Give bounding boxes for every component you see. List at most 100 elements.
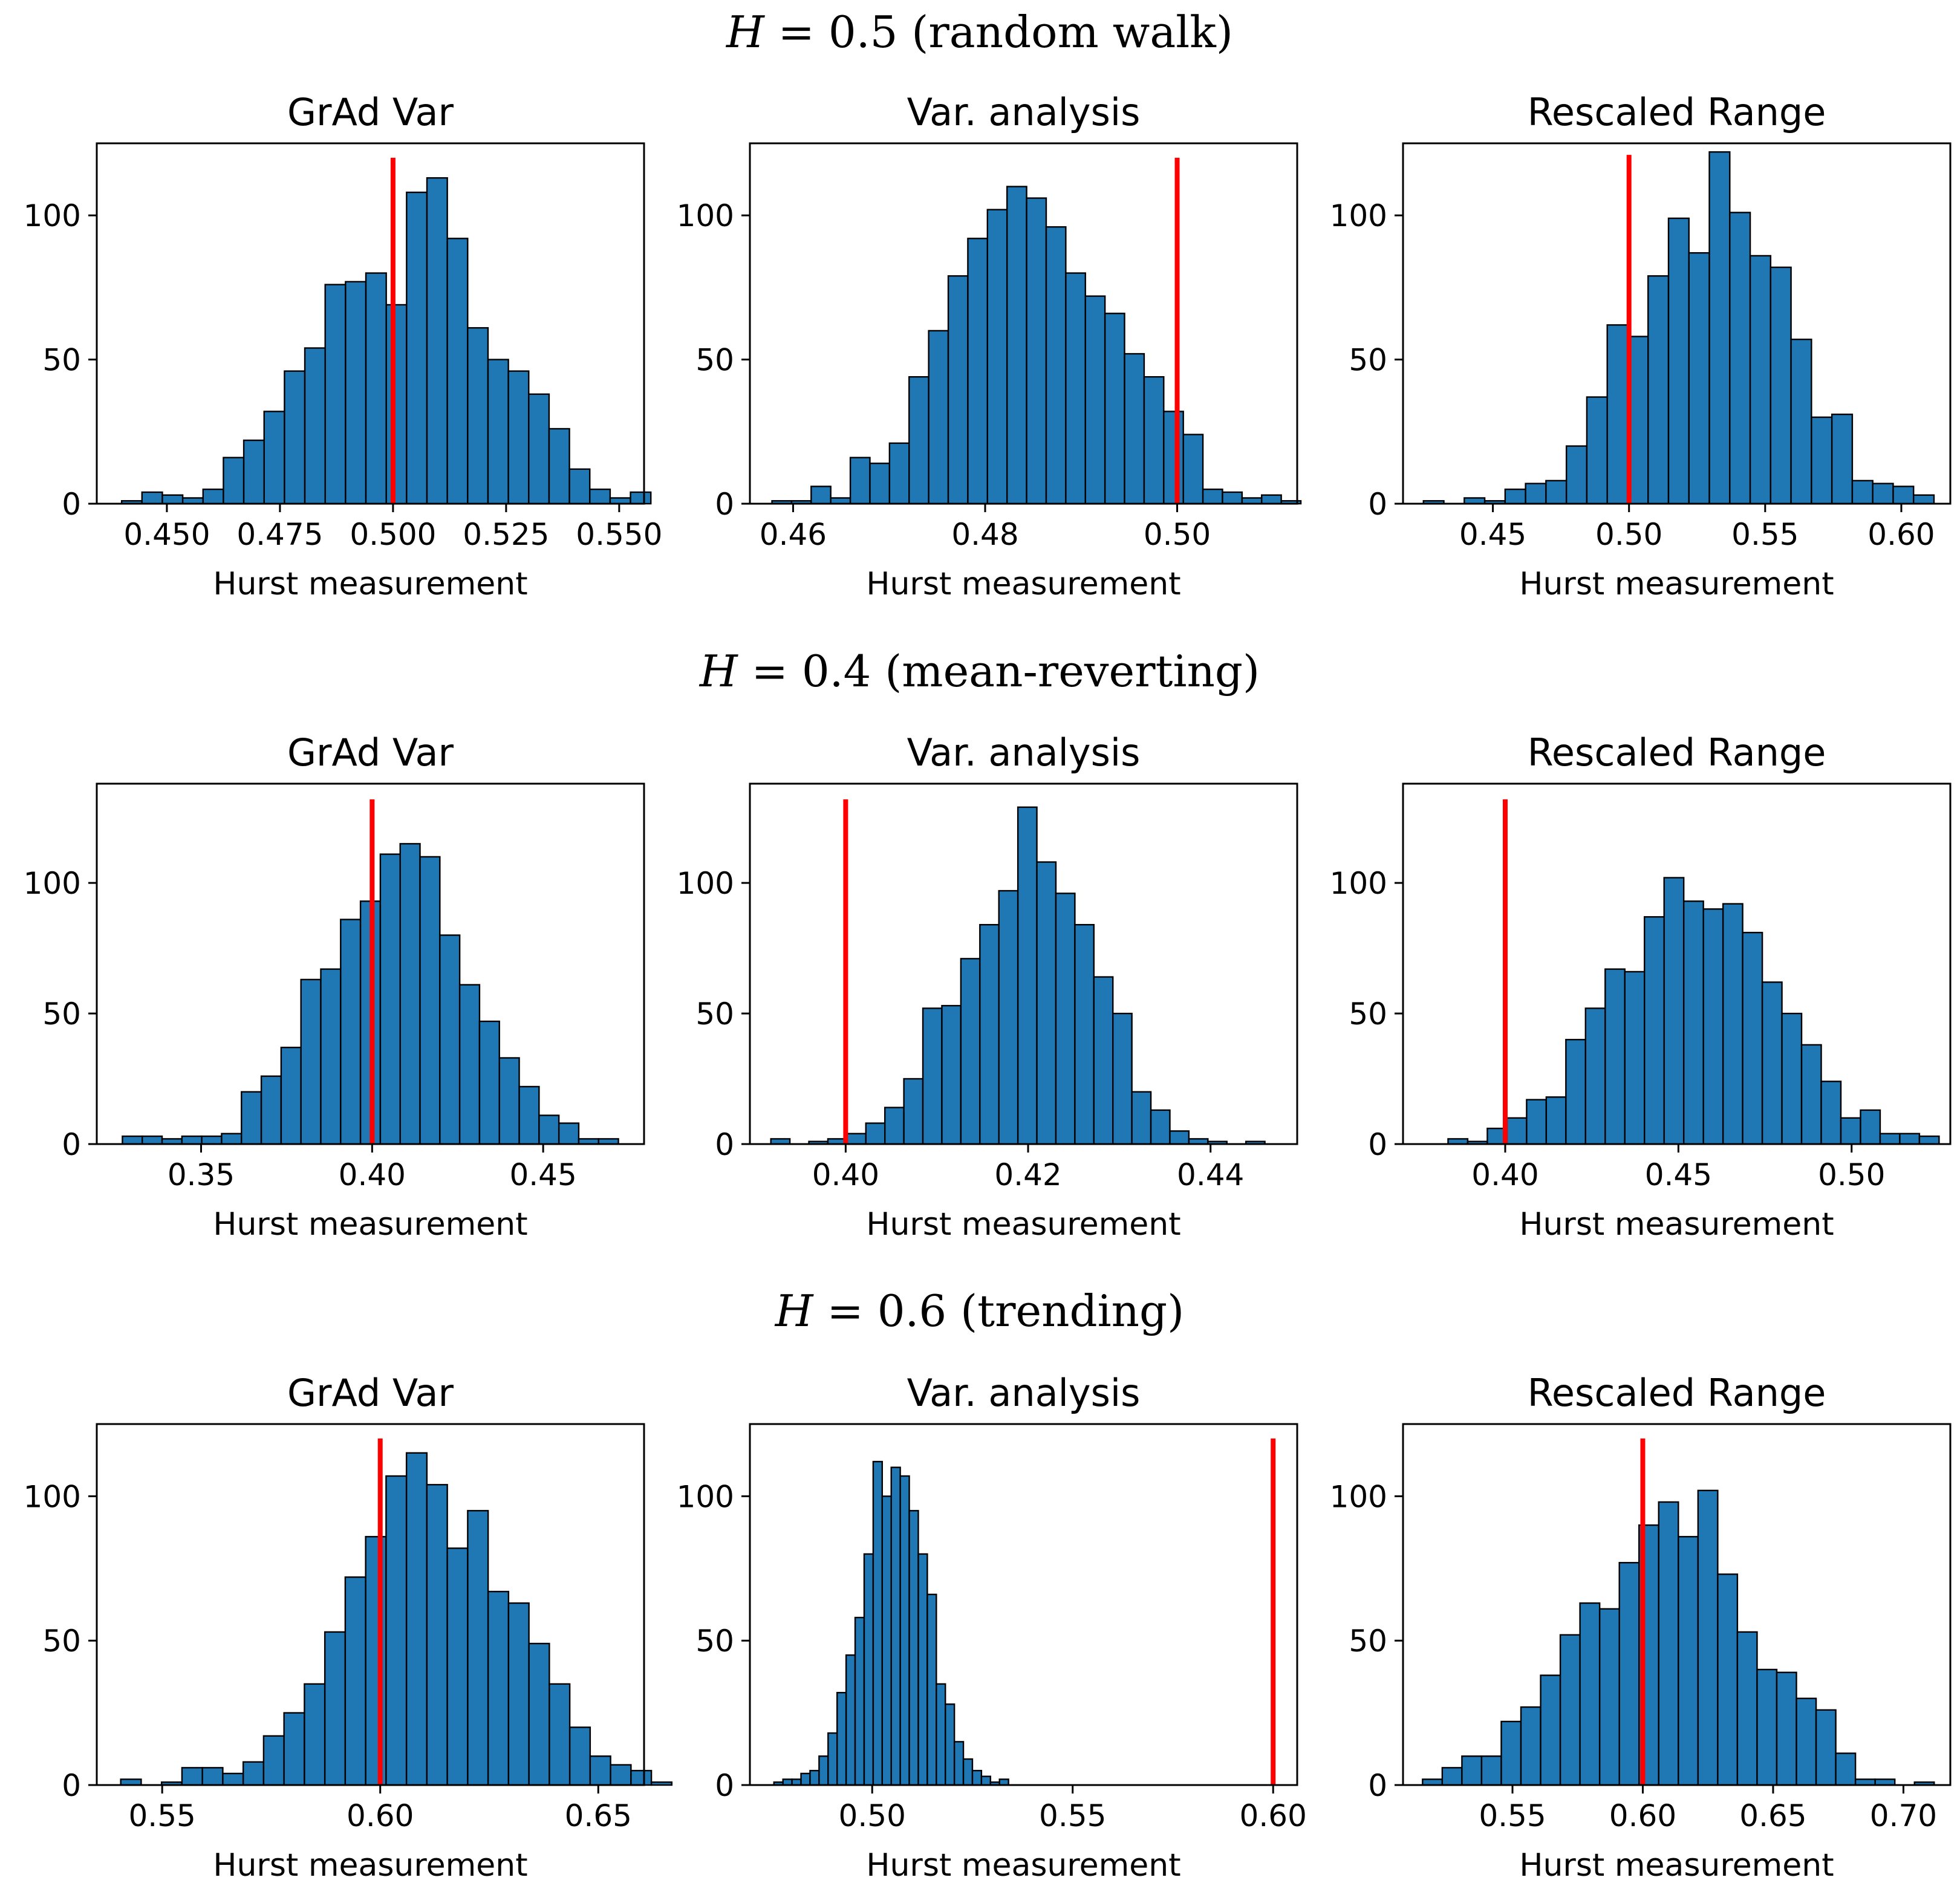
histogram-bar — [1835, 1752, 1857, 1786]
histogram-bar — [1604, 968, 1626, 1145]
histogram-bar — [458, 984, 481, 1145]
histogram-bar — [980, 1775, 992, 1786]
x-axis-label: Hurst measurement — [1519, 566, 1834, 602]
histogram-bar — [304, 347, 326, 505]
histogram-bar — [242, 1761, 265, 1786]
histogram-bar — [903, 1078, 924, 1145]
x-tick-label: 0.525 — [463, 517, 549, 552]
histogram-bar — [320, 968, 342, 1145]
histogram-bar — [854, 1616, 865, 1786]
histogram-bar — [241, 1091, 262, 1145]
axes-frame — [96, 142, 645, 505]
y-tick-label: 100 — [24, 866, 81, 901]
y-tick-label: 100 — [1330, 866, 1387, 901]
histogram-bar — [300, 978, 322, 1145]
axes-frame — [1402, 142, 1952, 505]
x-tick-label: 0.50 — [1818, 1157, 1885, 1192]
histogram-bar — [809, 1769, 820, 1786]
x-tick-label: 0.55 — [1731, 517, 1799, 552]
x-tick-label: 0.50 — [1595, 517, 1662, 552]
histogram-bar — [1540, 1674, 1561, 1786]
histogram-bar — [1026, 197, 1047, 505]
axes-frame — [1402, 1423, 1952, 1786]
x-tick-label: 0.65 — [1739, 1798, 1806, 1833]
histogram-bar — [827, 1732, 838, 1786]
histogram-bar — [1800, 1044, 1822, 1145]
histogram-bar — [818, 1755, 829, 1786]
y-tick-label: 50 — [42, 343, 81, 378]
histogram-bar — [1658, 1501, 1679, 1786]
histogram-bar — [1688, 252, 1710, 505]
histogram-bar — [1790, 339, 1812, 505]
histogram-bar — [528, 1642, 550, 1786]
histogram-bar — [1520, 1706, 1542, 1786]
histogram-bar — [1770, 266, 1792, 505]
histogram-bar — [221, 1133, 243, 1145]
histogram-bar — [487, 1590, 510, 1786]
y-tick-label: 50 — [695, 343, 734, 378]
histogram-panel-0: 0.450 0.475 0.500 0.525 0.550 0 50 100 GrAd Var H… — [24, 90, 663, 602]
row-title-0: H = 0.5 (random walk) — [725, 7, 1233, 57]
histogram-bar — [888, 442, 910, 505]
axes-title: Rescaled Range — [1528, 90, 1826, 134]
x-tick-label: 0.50 — [839, 1798, 906, 1833]
histogram-bar — [1182, 434, 1204, 505]
histogram-bar — [849, 457, 871, 505]
histogram-bar — [1565, 445, 1588, 505]
x-axis-label: Hurst measurement — [213, 566, 527, 602]
axes-title: Rescaled Range — [1528, 1371, 1826, 1415]
y-tick-label: 0 — [62, 1127, 81, 1162]
histogram-bar — [1202, 488, 1223, 505]
y-tick-label: 100 — [677, 1479, 734, 1514]
histogram-bar — [1261, 494, 1282, 505]
histogram-bar — [1717, 1573, 1739, 1786]
histogram-bar — [872, 1460, 883, 1786]
axes-title: Var. analysis — [907, 730, 1141, 775]
histogram-bar — [1480, 1755, 1502, 1786]
histogram-bar — [1729, 212, 1751, 505]
histogram-bar — [446, 238, 469, 505]
histogram-bar — [201, 1135, 223, 1145]
histogram-bar — [1860, 1109, 1881, 1145]
histogram-bar — [1702, 908, 1724, 1145]
x-tick-label: 0.45 — [509, 1157, 576, 1192]
histogram-bar — [1017, 806, 1038, 1145]
x-tick-label: 0.60 — [1609, 1798, 1676, 1833]
histogram-panel-7: 0.50 0.55 0.60 0 50 100 Var. analysis Hurst mea… — [677, 1371, 1307, 1883]
histogram-bar — [142, 1135, 163, 1145]
histogram-bar — [379, 853, 401, 1145]
x-tick-label: 0.44 — [1177, 1157, 1244, 1192]
y-tick-label: 100 — [24, 198, 81, 233]
histogram-bar — [1840, 1117, 1861, 1145]
x-axis-label: Hurst measurement — [866, 566, 1180, 602]
x-axis-label: Hurst measurement — [1519, 1847, 1834, 1883]
x-tick-label: 0.55 — [1479, 1798, 1546, 1833]
x-tick-label: 0.35 — [168, 1157, 235, 1192]
histogram-bar — [1831, 413, 1854, 505]
histogram-bar — [1074, 924, 1095, 1145]
histogram-bar — [1678, 1536, 1699, 1786]
histogram-bar — [928, 330, 949, 505]
histogram-bar — [406, 191, 428, 505]
histogram-bar — [1525, 483, 1547, 505]
histogram-bar — [507, 1602, 530, 1786]
x-tick-label: 0.70 — [1870, 1798, 1937, 1833]
histogram-bar — [538, 1114, 560, 1145]
histogram-bar — [650, 1781, 673, 1786]
y-tick-label: 50 — [695, 997, 734, 1032]
histogram-bar — [1708, 151, 1731, 505]
histogram-bar — [1667, 217, 1690, 505]
histogram-bar — [1742, 931, 1763, 1145]
histogram-panel-8: 0.55 0.60 0.65 0.70 0 50 100 Rescaled Range Hurs… — [1330, 1371, 1952, 1883]
x-tick-label: 0.50 — [1144, 517, 1211, 552]
histogram-bar — [365, 1536, 387, 1786]
histogram-bar — [243, 439, 265, 505]
histogram-bar — [1756, 1668, 1778, 1786]
x-tick-label: 0.550 — [576, 517, 662, 552]
histogram-bar — [558, 1122, 580, 1145]
histogram-bar — [1913, 494, 1935, 505]
histogram-bar — [1697, 1489, 1719, 1786]
histogram-bar — [1892, 486, 1915, 505]
